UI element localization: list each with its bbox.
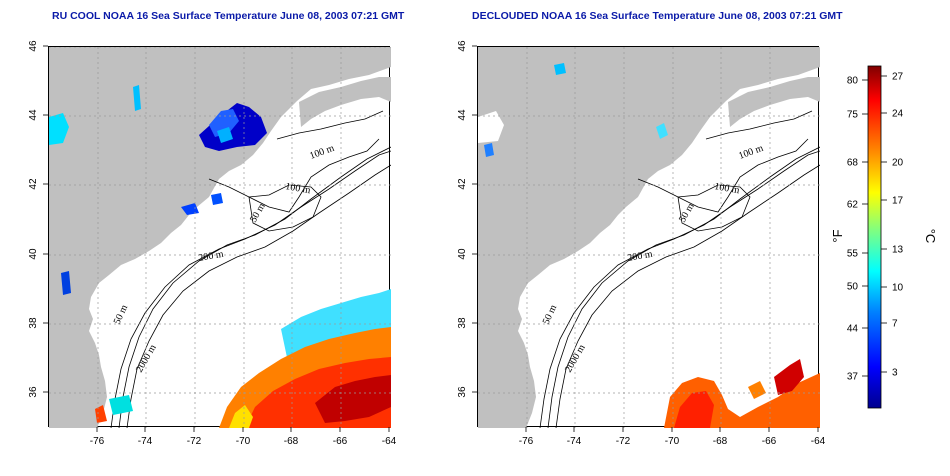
lon-tick-label: -68 [284,436,299,447]
celsius-tick-label: 27 [892,72,904,83]
celsius-tick-label: 10 [892,283,904,294]
lon-tick-label: -66 [762,436,777,447]
colorbar-gradient [867,65,882,409]
fahrenheit-tick-label: 55 [847,249,859,260]
lon-tick-label: -76 [90,436,105,447]
contour-label-100m-upper: 100 m [737,143,765,162]
fahrenheit-tick-label: 37 [847,372,859,383]
land-mass [49,47,391,428]
bathymetry-contours [539,110,820,428]
lat-tick-label: 44 [457,109,468,121]
nova-scotia-land [728,77,820,127]
cloud-mask-patch [478,111,504,143]
celsius-unit-label: °C [923,229,936,244]
right-map-title: DECLOUDED NOAA 16 Sea Surface Temperatur… [472,10,843,22]
lon-tick-label: -66 [333,436,348,447]
celsius-tick-label: 3 [892,368,898,379]
fahrenheit-tick-label: 68 [847,158,859,169]
contour-label-50m-lower: 50 m [112,303,131,326]
lon-tick-label: -70 [236,436,251,447]
contour-label-200m: 200 m [198,249,225,264]
lat-tick-label: 38 [457,317,468,329]
colorbar: 80 75 68 62 55 50 44 37 27 24 20 17 13 10 7 3 °F °C [830,65,936,409]
fahrenheit-tick-label: 44 [847,324,859,335]
lat-tick-label: 38 [28,317,39,329]
lat-tick-label: 40 [28,248,39,260]
lat-tick-label: 36 [28,386,39,398]
lat-tick-label: 42 [457,178,468,190]
contour-label-100m-upper: 100 m [308,143,336,162]
lat-tick-label: 46 [28,40,39,52]
lon-tick-label: -64 [811,436,826,447]
left-map-panel: 100 m 100 m 50 m 200 m 50 m 2000 m [48,46,391,428]
bathymetry-contours [110,110,391,428]
contour-label-200m: 200 m [627,249,654,264]
celsius-tick-label: 17 [892,196,904,207]
contour-label-2000m: 2000 m [134,343,159,375]
contour-label-100m-lower: 100 m [713,181,740,196]
celsius-tick-label: 24 [892,109,904,120]
contour-label-100m-lower: 100 m [284,181,311,196]
lat-tick-label: 36 [457,386,468,398]
lon-tick-label: -72 [616,436,631,447]
right-map-panel: 100 m 100 m 50 m 200 m 50 m 2000 m [477,46,820,428]
nova-scotia-land [299,77,391,127]
lat-tick-label: 44 [28,109,39,121]
celsius-tick-label: 20 [892,158,904,169]
sst-gulf-stream [664,359,820,428]
lat-tick-label: 42 [28,178,39,190]
lon-tick-label: -72 [187,436,202,447]
celsius-tick-label: 7 [892,319,898,330]
lon-tick-label: -68 [713,436,728,447]
lat-lon-grid [49,47,391,428]
fahrenheit-tick-label: 80 [847,76,859,87]
fahrenheit-ticks: 80 75 68 62 55 50 44 37 [847,76,868,383]
contour-label-50m-lower: 50 m [541,303,560,326]
fahrenheit-tick-label: 62 [847,200,859,211]
celsius-ticks: 27 24 20 17 13 10 7 3 [881,72,904,379]
lat-tick-label: 40 [457,248,468,260]
sst-clouds-northeast [49,85,267,295]
lon-tick-label: -64 [382,436,397,447]
lon-tick-label: -74 [567,436,582,447]
contour-label-2000m: 2000 m [563,343,588,375]
lon-tick-label: -74 [138,436,153,447]
land-mass [478,47,820,428]
fahrenheit-unit-label: °F [830,229,845,242]
fahrenheit-tick-label: 50 [847,282,859,293]
lat-tick-label: 46 [457,40,468,52]
lat-lon-grid [478,47,820,428]
sst-clouds-northeast [484,63,668,157]
celsius-tick-label: 13 [892,245,904,256]
right-map: 100 m 100 m 50 m 200 m 50 m 2000 m [478,47,820,428]
lon-tick-label: -76 [519,436,534,447]
lon-tick-label: -70 [665,436,680,447]
left-map-title: RU COOL NOAA 16 Sea Surface Temperature … [52,10,405,22]
fahrenheit-tick-label: 75 [847,110,859,121]
sst-gulf-stream [95,289,391,428]
left-map: 100 m 100 m 50 m 200 m 50 m 2000 m [49,47,391,428]
